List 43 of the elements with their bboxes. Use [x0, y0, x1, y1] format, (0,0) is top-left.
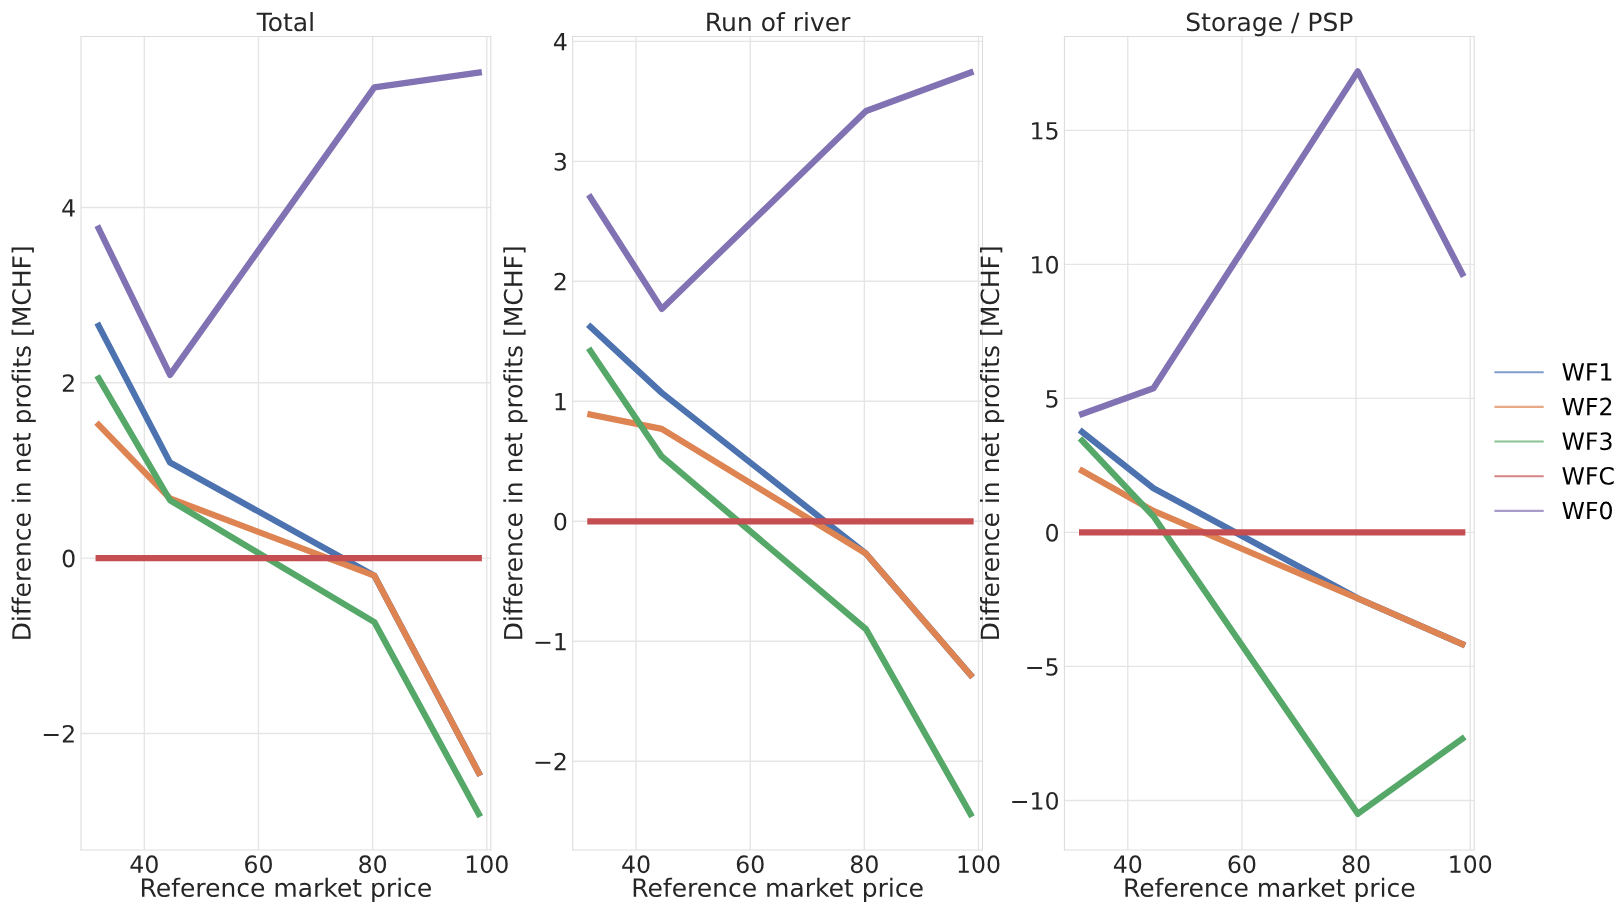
y-tick-label: −5: [1027, 658, 1058, 676]
legend-label: WF2: [1562, 397, 1612, 416]
y-tick-label: −2: [43, 724, 74, 743]
x-tick-label: 40: [130, 855, 158, 874]
legend-label: WFC: [1562, 466, 1614, 485]
chart-title: Run of river: [707, 12, 851, 32]
legend-label: WF0: [1562, 501, 1612, 520]
chart-title: Storage / PSP: [1186, 12, 1353, 37]
y-tick-label: 1: [555, 393, 566, 411]
y-tick-label: 10: [1032, 255, 1059, 274]
x-axis-title: Reference market price: [1125, 877, 1415, 902]
y-tick-label: −2: [535, 752, 566, 771]
y-tick-label: 15: [1032, 122, 1058, 140]
y-tick-label: 4: [62, 199, 75, 217]
y-tick-label: 2: [554, 272, 566, 291]
x-tick-label: 60: [736, 855, 764, 874]
y-tick-label: 0: [554, 512, 567, 531]
x-tick-label: 80: [1342, 855, 1370, 874]
y-tick-label: 3: [554, 152, 566, 171]
y-tick-label: 2: [62, 374, 74, 392]
y-tick-label: 0: [62, 549, 75, 568]
y-axis-title: Difference in net profits [MCHF]: [503, 247, 528, 639]
x-tick-label: 100: [1450, 855, 1492, 874]
x-tick-label: 60: [1228, 855, 1256, 874]
x-tick-label: 40: [622, 855, 650, 874]
legend-label: WF1: [1562, 363, 1612, 381]
chart-title: Total: [256, 12, 313, 32]
y-tick-label: 4: [553, 33, 567, 51]
y-tick-label: −10: [1012, 791, 1058, 810]
y-tick-label: −1: [535, 633, 566, 651]
x-tick-label: 40: [1113, 855, 1142, 874]
y-tick-label: 5: [1046, 390, 1058, 408]
x-tick-label: 100: [958, 855, 1000, 874]
x-tick-label: 100: [466, 855, 508, 874]
x-axis-title: Reference market price: [141, 877, 431, 902]
y-axis-title: Difference in net profits [MCHF]: [979, 247, 1005, 639]
legend-label: WF3: [1562, 432, 1612, 451]
x-tick-label: 60: [245, 855, 272, 874]
x-axis-title: Reference market price: [633, 877, 923, 902]
x-tick-label: 80: [359, 855, 387, 874]
x-tick-label: 80: [850, 855, 878, 874]
y-axis-title: Difference in net profits [MCHF]: [11, 247, 36, 639]
y-tick-label: 0: [1046, 523, 1059, 542]
